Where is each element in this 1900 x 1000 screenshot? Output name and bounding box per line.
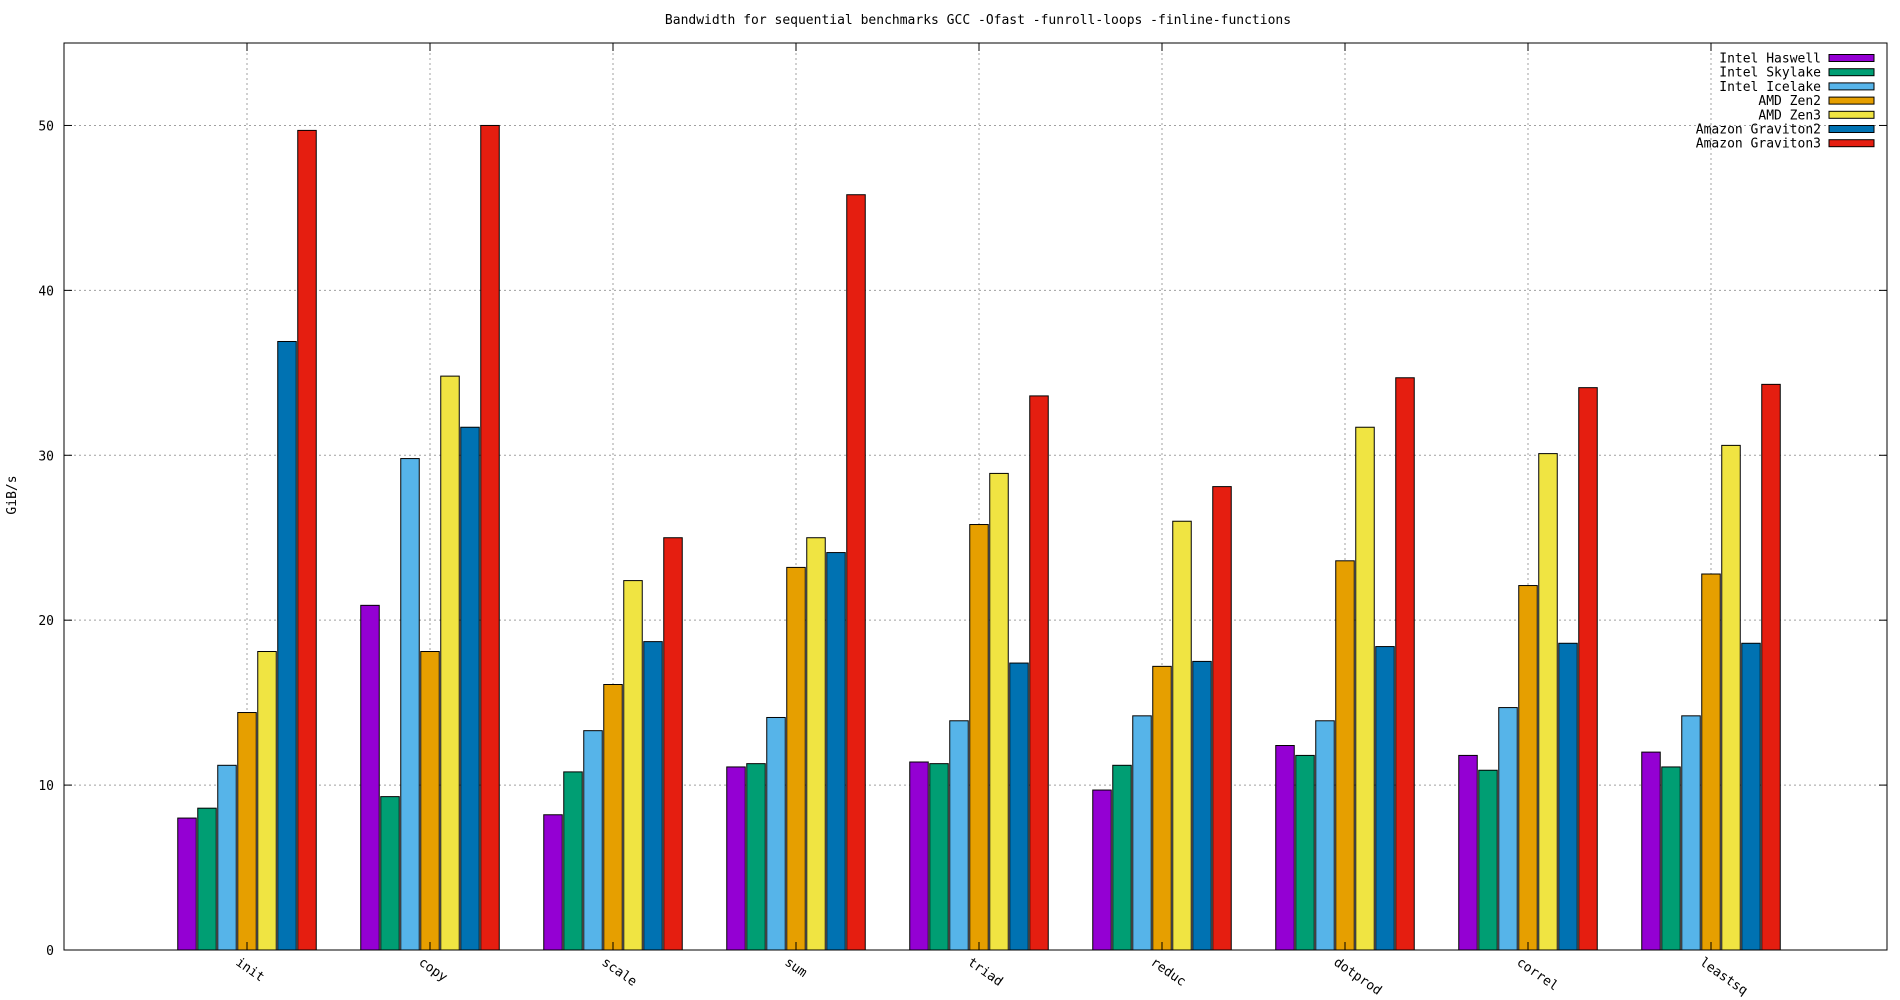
x-tick-label: copy [416,955,450,985]
bar-copy-5 [460,426,480,951]
bar-correl-2 [1498,707,1518,951]
legend-label: Intel Icelake [1719,80,1821,95]
chart-title: Bandwidth for sequential benchmarks GCC … [665,13,1291,28]
bar-init-1 [197,807,217,951]
bar-correl-0 [1458,754,1478,951]
y-tick-label: 0 [46,944,54,959]
bar-triad-0 [909,761,929,951]
bar-scale-0 [543,814,563,951]
bar-triad-1 [929,763,949,951]
bar-sum-5 [826,552,846,951]
bar-copy-0 [360,604,380,951]
bar-scale-1 [563,771,583,951]
bar-dotprod-2 [1315,720,1335,951]
x-tick-label: sum [782,955,810,981]
bar-triad-5 [1009,662,1029,951]
bar-reduc-2 [1132,715,1152,951]
bar-copy-4 [440,375,460,951]
legend-label: Amazon Graviton3 [1696,137,1821,152]
y-tick-label: 20 [38,614,54,629]
legend-swatch [1828,54,1875,62]
legend-label: AMD Zen2 [1758,94,1821,109]
bar-leastsq-3 [1701,573,1721,951]
bar-dotprod-5 [1375,646,1395,951]
bar-correl-1 [1478,769,1498,951]
bar-reduc-0 [1092,789,1112,951]
bars [177,124,1781,951]
bar-dotprod-0 [1275,745,1295,951]
legend-swatch [1828,68,1875,77]
y-tick-label: 30 [38,449,54,464]
bar-leastsq-2 [1681,715,1701,951]
y-tick-label: 50 [38,119,54,134]
bar-copy-3 [420,651,440,951]
bar-init-2 [217,764,237,951]
bar-reduc-4 [1172,520,1192,951]
x-tick-label: scale [599,955,640,990]
bar-sum-3 [786,566,806,951]
bar-scale-5 [643,641,663,951]
bar-triad-4 [989,472,1009,951]
legend-swatch [1828,110,1875,119]
bar-init-0 [177,817,197,951]
bar-reduc-3 [1152,665,1172,951]
legend-label: Intel Skylake [1719,66,1821,81]
bar-triad-3 [969,524,989,951]
bar-dotprod-3 [1335,560,1355,951]
bar-copy-6 [480,124,500,951]
bar-dotprod-1 [1295,754,1315,951]
x-tick-label: leastsq [1697,955,1750,999]
y-axis-label: GiB/s [5,475,20,514]
x-tick-label: init [233,955,267,985]
x-tick-label: reduc [1148,955,1189,990]
bar-sum-4 [806,537,826,951]
x-tick-label: dotprod [1331,955,1384,999]
legend-swatch [1828,82,1875,91]
x-tick-label: correl [1514,955,1561,994]
bar-scale-4 [623,580,643,951]
bar-correl-6 [1578,387,1598,951]
bar-dotprod-6 [1395,377,1415,951]
legend-swatch [1828,139,1875,148]
y-tick-label: 10 [38,779,54,794]
bar-init-3 [237,712,257,951]
legend-swatch [1828,96,1875,105]
bar-sum-6 [846,194,866,951]
bar-sum-1 [746,763,766,951]
legend-label: Amazon Graviton2 [1696,123,1821,138]
legend-label: AMD Zen3 [1758,108,1821,123]
bar-reduc-5 [1192,660,1212,951]
bar-triad-2 [949,720,969,951]
bar-init-6 [297,129,317,951]
legend-label: Intel Haswell [1719,52,1821,67]
y-tick-label: 40 [38,284,54,299]
x-tick-label: triad [965,955,1006,990]
bar-scale-2 [583,730,603,951]
bar-triad-6 [1029,395,1049,951]
bar-leastsq-5 [1741,642,1761,951]
bar-dotprod-4 [1355,426,1375,951]
bar-correl-5 [1558,642,1578,951]
bar-leastsq-0 [1641,751,1661,951]
bar-sum-2 [766,716,786,951]
bar-scale-6 [663,537,683,951]
bar-leastsq-4 [1721,444,1741,951]
bar-init-4 [257,651,277,951]
bar-correl-3 [1518,585,1538,951]
bar-reduc-1 [1112,764,1132,951]
bar-copy-1 [380,796,400,951]
bar-leastsq-1 [1661,766,1681,951]
legend-swatch [1828,125,1875,133]
bar-init-5 [277,340,297,951]
bar-scale-3 [603,684,623,951]
bar-reduc-6 [1212,486,1232,951]
bar-copy-2 [400,458,420,951]
bar-correl-4 [1538,453,1558,951]
plot-frame [63,42,1888,951]
bar-sum-0 [726,766,746,951]
bar-leastsq-6 [1761,383,1781,951]
